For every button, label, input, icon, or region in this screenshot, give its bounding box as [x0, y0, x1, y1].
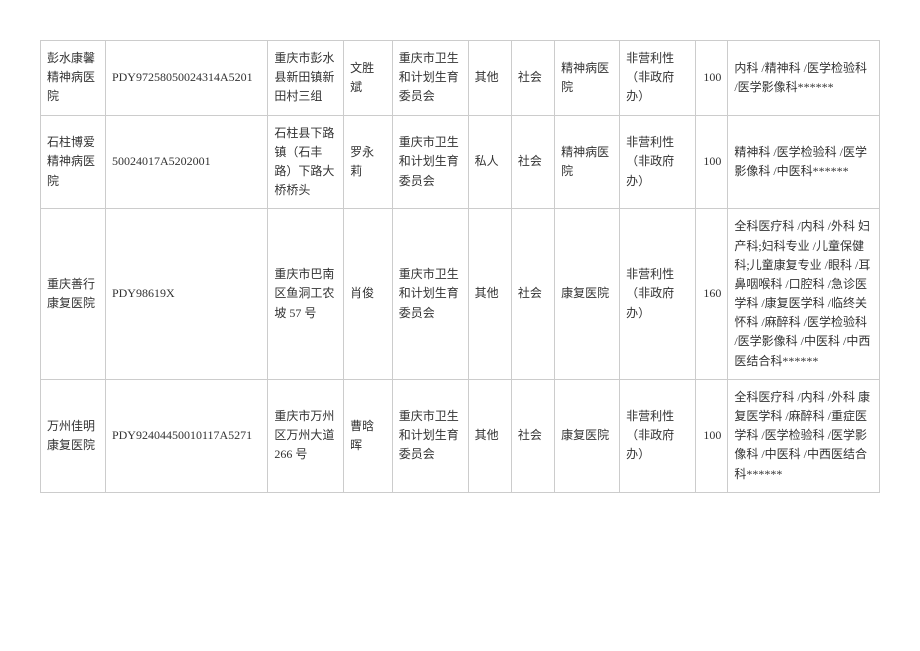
hospital-type: 精神病医院 [555, 115, 620, 209]
social-category: 社会 [511, 379, 554, 492]
issuing-agency: 重庆市卫生和计划生育委员会 [392, 41, 468, 116]
address: 石柱县下路镇（石丰路）下路大桥桥头 [268, 115, 344, 209]
hospital-type: 康复医院 [555, 209, 620, 380]
hospital-name: 彭水康馨精神病医院 [41, 41, 106, 116]
departments: 内科 /精神科 /医学检验科 /医学影像科****** [728, 41, 880, 116]
hospital-name: 重庆善行康复医院 [41, 209, 106, 380]
departments: 全科医疗科 /内科 /外科 妇产科;妇科专业 /儿童保健科;儿童康复专业 /眼科… [728, 209, 880, 380]
legal-person: 肖俊 [344, 209, 393, 380]
license-code: 50024017A5202001 [105, 115, 267, 209]
table-row: 彭水康馨精神病医院PDY97258050024314A5201重庆市彭水县新田镇… [41, 41, 880, 116]
address: 重庆市万州区万州大道 266 号 [268, 379, 344, 492]
ownership: 其他 [468, 209, 511, 380]
profit-status: 非营利性（非政府办） [620, 209, 696, 380]
bed-count: 160 [695, 209, 727, 380]
social-category: 社会 [511, 41, 554, 116]
issuing-agency: 重庆市卫生和计划生育委员会 [392, 379, 468, 492]
hospital-type: 康复医院 [555, 379, 620, 492]
ownership: 私人 [468, 115, 511, 209]
bed-count: 100 [695, 41, 727, 116]
hospital-name: 石柱博爱精神病医院 [41, 115, 106, 209]
legal-person: 罗永莉 [344, 115, 393, 209]
license-code: PDY97258050024314A5201 [105, 41, 267, 116]
address: 重庆市巴南区鱼洞工农坡 57 号 [268, 209, 344, 380]
bed-count: 100 [695, 379, 727, 492]
hospital-name: 万州佳明康复医院 [41, 379, 106, 492]
social-category: 社会 [511, 209, 554, 380]
legal-person: 曹晗晖 [344, 379, 393, 492]
profit-status: 非营利性（非政府办） [620, 115, 696, 209]
issuing-agency: 重庆市卫生和计划生育委员会 [392, 209, 468, 380]
hospital-type: 精神病医院 [555, 41, 620, 116]
departments: 全科医疗科 /内科 /外科 康复医学科 /麻醉科 /重症医学科 /医学检验科 /… [728, 379, 880, 492]
ownership: 其他 [468, 379, 511, 492]
table-row: 重庆善行康复医院PDY98619X重庆市巴南区鱼洞工农坡 57 号肖俊重庆市卫生… [41, 209, 880, 380]
social-category: 社会 [511, 115, 554, 209]
license-code: PDY92404450010117A5271 [105, 379, 267, 492]
legal-person: 文胜斌 [344, 41, 393, 116]
profit-status: 非营利性（非政府办） [620, 379, 696, 492]
address: 重庆市彭水县新田镇新田村三组 [268, 41, 344, 116]
departments: 精神科 /医学检验科 /医学影像科 /中医科****** [728, 115, 880, 209]
table-row: 万州佳明康复医院PDY92404450010117A5271重庆市万州区万州大道… [41, 379, 880, 492]
profit-status: 非营利性（非政府办） [620, 41, 696, 116]
issuing-agency: 重庆市卫生和计划生育委员会 [392, 115, 468, 209]
license-code: PDY98619X [105, 209, 267, 380]
bed-count: 100 [695, 115, 727, 209]
ownership: 其他 [468, 41, 511, 116]
hospital-table: 彭水康馨精神病医院PDY97258050024314A5201重庆市彭水县新田镇… [40, 40, 880, 493]
table-row: 石柱博爱精神病医院50024017A5202001石柱县下路镇（石丰路）下路大桥… [41, 115, 880, 209]
